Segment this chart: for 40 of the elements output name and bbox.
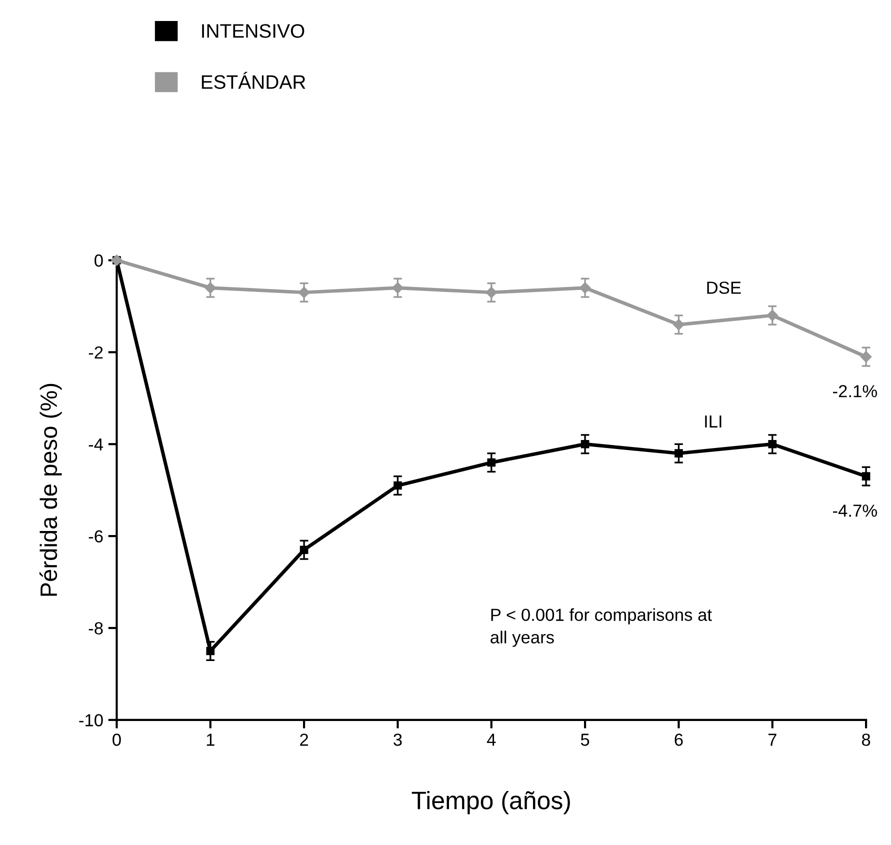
- x-tick-label: 2: [300, 734, 308, 746]
- point: [674, 449, 683, 458]
- point: [862, 472, 870, 480]
- point: [580, 440, 590, 448]
- x-tick-label: 6: [674, 734, 683, 746]
- legend-label: ESTÁNDAR: [202, 72, 306, 89]
- x-tick-label: 3: [394, 734, 402, 746]
- x-tick-label: 1: [206, 734, 214, 746]
- x-axis-title: Tiempo (años): [412, 790, 570, 814]
- point: [392, 282, 404, 294]
- y-tick-label: -4: [88, 438, 104, 450]
- y-tick-label: -10: [79, 714, 103, 726]
- x-tick-label: 0: [112, 734, 121, 746]
- point: [487, 458, 496, 467]
- x-tick-label: 7: [768, 734, 776, 746]
- annotation: DSE: [707, 282, 741, 294]
- y-tick-label: -6: [88, 530, 103, 543]
- annotation: ILI: [705, 416, 722, 428]
- y-tick-label: -8: [88, 622, 103, 634]
- annotation: -2.1%: [833, 385, 877, 398]
- point: [204, 282, 216, 294]
- y-tick-label: -2: [88, 346, 103, 358]
- point: [298, 286, 310, 298]
- y-axis-title: Pérdida de peso (%): [39, 384, 62, 596]
- x-tick-label: 8: [862, 734, 870, 746]
- point: [768, 440, 777, 448]
- legend-label: INTENSIVO: [202, 24, 304, 38]
- point: [673, 319, 684, 330]
- annotation: -4.7%: [833, 504, 877, 517]
- x-tick-label: 5: [580, 734, 590, 746]
- point: [486, 286, 497, 298]
- point: [766, 310, 778, 322]
- point: [300, 546, 308, 554]
- annotation: P < 0.001 for comparisons at all years: [490, 608, 712, 647]
- x-tick-label: 4: [486, 734, 496, 746]
- point: [860, 351, 872, 362]
- point: [394, 481, 402, 490]
- point: [579, 282, 591, 294]
- y-tick-label: 0: [94, 254, 103, 267]
- point: [206, 646, 215, 656]
